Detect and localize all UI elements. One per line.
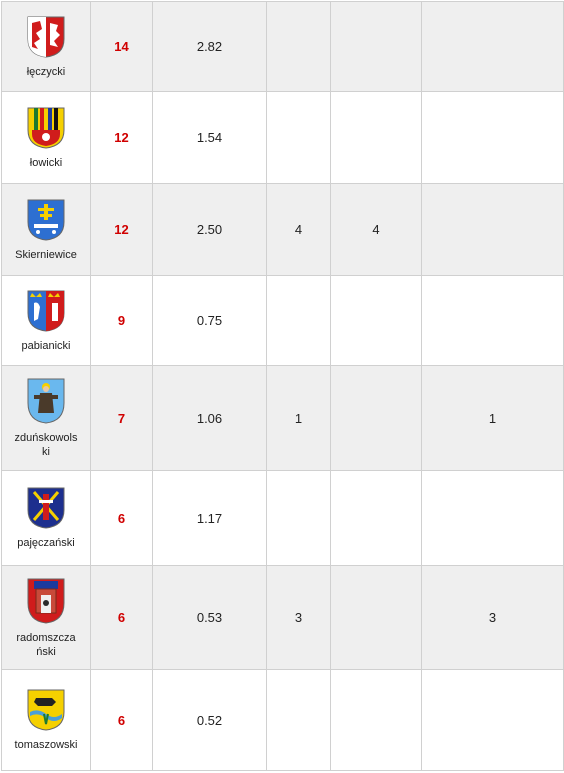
- column-5-cell: [330, 565, 422, 670]
- district-name: łęczycki: [26, 65, 66, 78]
- column-4-cell: [266, 669, 331, 771]
- district-name: pabianicki: [21, 339, 71, 352]
- emblem-cell: pajęczański: [1, 470, 91, 566]
- district-name: pajęczański: [17, 537, 75, 549]
- value-cell: 1.17: [152, 470, 267, 566]
- column-5-cell: 4: [330, 183, 422, 276]
- score-value: 6: [117, 510, 126, 526]
- score-cell: 9: [90, 275, 153, 366]
- column-4-cell: 1: [266, 365, 331, 471]
- pabianicki-coat-of-arms-icon: [27, 290, 65, 332]
- score-value: 6: [117, 610, 126, 625]
- score-cell: 6: [90, 470, 153, 566]
- column-6-cell: 3: [421, 565, 564, 670]
- district-name: radomszczański: [16, 631, 76, 658]
- emblem-cell: zduńskowolski: [1, 365, 91, 471]
- table-row: radomszczański 6 0.53 3 3: [1, 565, 564, 670]
- table-row: tomaszowski 6 0.52: [1, 669, 564, 771]
- column-4-cell: [266, 470, 331, 566]
- column-6-cell: [421, 275, 564, 366]
- column-4-cell: [266, 91, 331, 184]
- column-6-cell: [421, 183, 564, 276]
- score-cell: 7: [90, 365, 153, 471]
- radomszczanski-coat-of-arms-icon: [27, 578, 65, 624]
- value-cell: 0.52: [152, 669, 267, 771]
- score-value: 7: [117, 410, 126, 426]
- column-5-cell: [330, 470, 422, 566]
- emblem-cell: Skierniewice: [1, 183, 91, 276]
- column-5-cell: [330, 275, 422, 366]
- column-5-cell: [330, 669, 422, 771]
- lowicki-coat-of-arms-icon: [27, 107, 65, 149]
- column-6-cell: [421, 669, 564, 771]
- column-5-cell: [330, 91, 422, 184]
- emblem-cell: radomszczański: [1, 565, 91, 670]
- emblem-cell: pabianicki: [1, 275, 91, 366]
- emblem-cell: tomaszowski: [1, 669, 91, 771]
- value-cell: 1.06: [152, 365, 267, 471]
- skierniewice-coat-of-arms-icon: [27, 199, 65, 241]
- score-value: 9: [117, 313, 126, 328]
- score-cell: 6: [90, 565, 153, 670]
- column-4-cell: [266, 275, 331, 366]
- column-4-cell: [266, 1, 331, 92]
- emblem-cell: łowicki: [1, 91, 91, 184]
- value-cell: 1.54: [152, 91, 267, 184]
- table-row: łęczycki 14 2.82: [1, 1, 564, 92]
- score-value: 14: [114, 39, 129, 54]
- district-name: zduńskowolski: [14, 432, 78, 458]
- column-5-cell: [330, 365, 422, 471]
- column-6-cell: [421, 1, 564, 92]
- score-cell: 6: [90, 669, 153, 771]
- column-4-cell: 3: [266, 565, 331, 670]
- table-row: Skierniewice 12 2.50 4 4: [1, 183, 564, 276]
- column-5-cell: [330, 1, 422, 92]
- district-name: łowicki: [29, 156, 63, 169]
- score-cell: 12: [90, 91, 153, 184]
- value-cell: 0.75: [152, 275, 267, 366]
- column-6-cell: [421, 91, 564, 184]
- tomaszowski-coat-of-arms-icon: [27, 689, 65, 731]
- score-value: 12: [114, 222, 129, 237]
- value-cell: 2.50: [152, 183, 267, 276]
- column-4-cell: 4: [266, 183, 331, 276]
- zdunskowolski-coat-of-arms-icon: [27, 378, 65, 424]
- emblem-cell: łęczycki: [1, 1, 91, 92]
- table-row: pajęczański 6 1.17: [1, 470, 564, 566]
- column-6-cell: 1: [421, 365, 564, 471]
- district-name: Skierniewice: [15, 248, 77, 261]
- score-value: 6: [117, 712, 126, 728]
- score-cell: 12: [90, 183, 153, 276]
- value-cell: 0.53: [152, 565, 267, 670]
- value-cell: 2.82: [152, 1, 267, 92]
- table-row: zduńskowolski 7 1.06 1 1: [1, 365, 564, 471]
- table-row: łowicki 12 1.54: [1, 91, 564, 184]
- score-cell: 14: [90, 1, 153, 92]
- district-name: tomaszowski: [14, 739, 78, 751]
- leczycki-coat-of-arms-icon: [27, 16, 65, 58]
- score-value: 12: [114, 130, 129, 145]
- table-row: pabianicki 9 0.75: [1, 275, 564, 366]
- pajeczanski-coat-of-arms-icon: [27, 487, 65, 529]
- column-6-cell: [421, 470, 564, 566]
